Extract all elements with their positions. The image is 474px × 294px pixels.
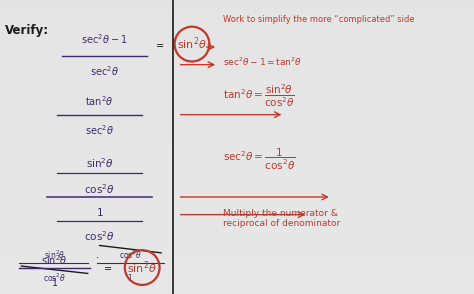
- Text: $\cdot$: $\cdot$: [95, 252, 99, 262]
- Text: $\mathrm{sin}^2\theta$: $\mathrm{sin}^2\theta$: [41, 253, 68, 267]
- Text: $1$: $1$: [96, 206, 103, 218]
- Text: $\mathrm{tan}^2\theta = \dfrac{\mathrm{sin}^2\theta}{\mathrm{cos}^2\theta}$: $\mathrm{tan}^2\theta = \dfrac{\mathrm{s…: [223, 82, 295, 109]
- Text: $\mathrm{sec}^2\theta$: $\mathrm{sec}^2\theta$: [90, 65, 119, 78]
- Text: $\mathrm{sin}^2\theta$: $\mathrm{sin}^2\theta$: [127, 259, 157, 276]
- Text: $\mathrm{sec}^2\theta$: $\mathrm{sec}^2\theta$: [85, 123, 114, 137]
- Text: Verify:: Verify:: [5, 24, 49, 36]
- Text: $\mathrm{sin}^2\theta$: $\mathrm{sin}^2\theta$: [85, 156, 114, 170]
- Text: Work to simplify the more “complicated” side: Work to simplify the more “complicated” …: [223, 15, 414, 24]
- Text: $=$: $=$: [154, 39, 165, 49]
- Text: $\mathrm{sec}^2\theta - 1 = \mathrm{tan}^2\theta$: $\mathrm{sec}^2\theta - 1 = \mathrm{tan}…: [223, 56, 302, 68]
- Text: $=$: $=$: [102, 263, 113, 273]
- Text: $\mathrm{cos}^2\theta$: $\mathrm{cos}^2\theta$: [84, 182, 115, 196]
- Text: $\mathrm{cos}^2\theta$: $\mathrm{cos}^2\theta$: [84, 229, 115, 243]
- Text: $\mathrm{sec}^2\theta-1$: $\mathrm{sec}^2\theta-1$: [81, 32, 128, 46]
- Text: Multiply the numerator &
reciprocal of denominator: Multiply the numerator & reciprocal of d…: [223, 209, 340, 228]
- Text: $\mathrm{sin}^2\theta$: $\mathrm{sin}^2\theta$: [177, 36, 207, 52]
- Text: $1$: $1$: [51, 276, 58, 288]
- Text: $\mathrm{cos}^2\theta$: $\mathrm{cos}^2\theta$: [43, 272, 66, 284]
- Text: $1$: $1$: [128, 272, 133, 283]
- Text: $\mathrm{sec}^2\theta = \dfrac{1}{\mathrm{cos}^2\theta}$: $\mathrm{sec}^2\theta = \dfrac{1}{\mathr…: [223, 147, 295, 172]
- Text: $\mathrm{sin}^2\theta$: $\mathrm{sin}^2\theta$: [44, 248, 65, 261]
- Text: $\mathrm{tan}^2\theta$: $\mathrm{tan}^2\theta$: [85, 94, 114, 108]
- Text: $\mathrm{cos}^2\theta$: $\mathrm{cos}^2\theta$: [119, 248, 142, 261]
